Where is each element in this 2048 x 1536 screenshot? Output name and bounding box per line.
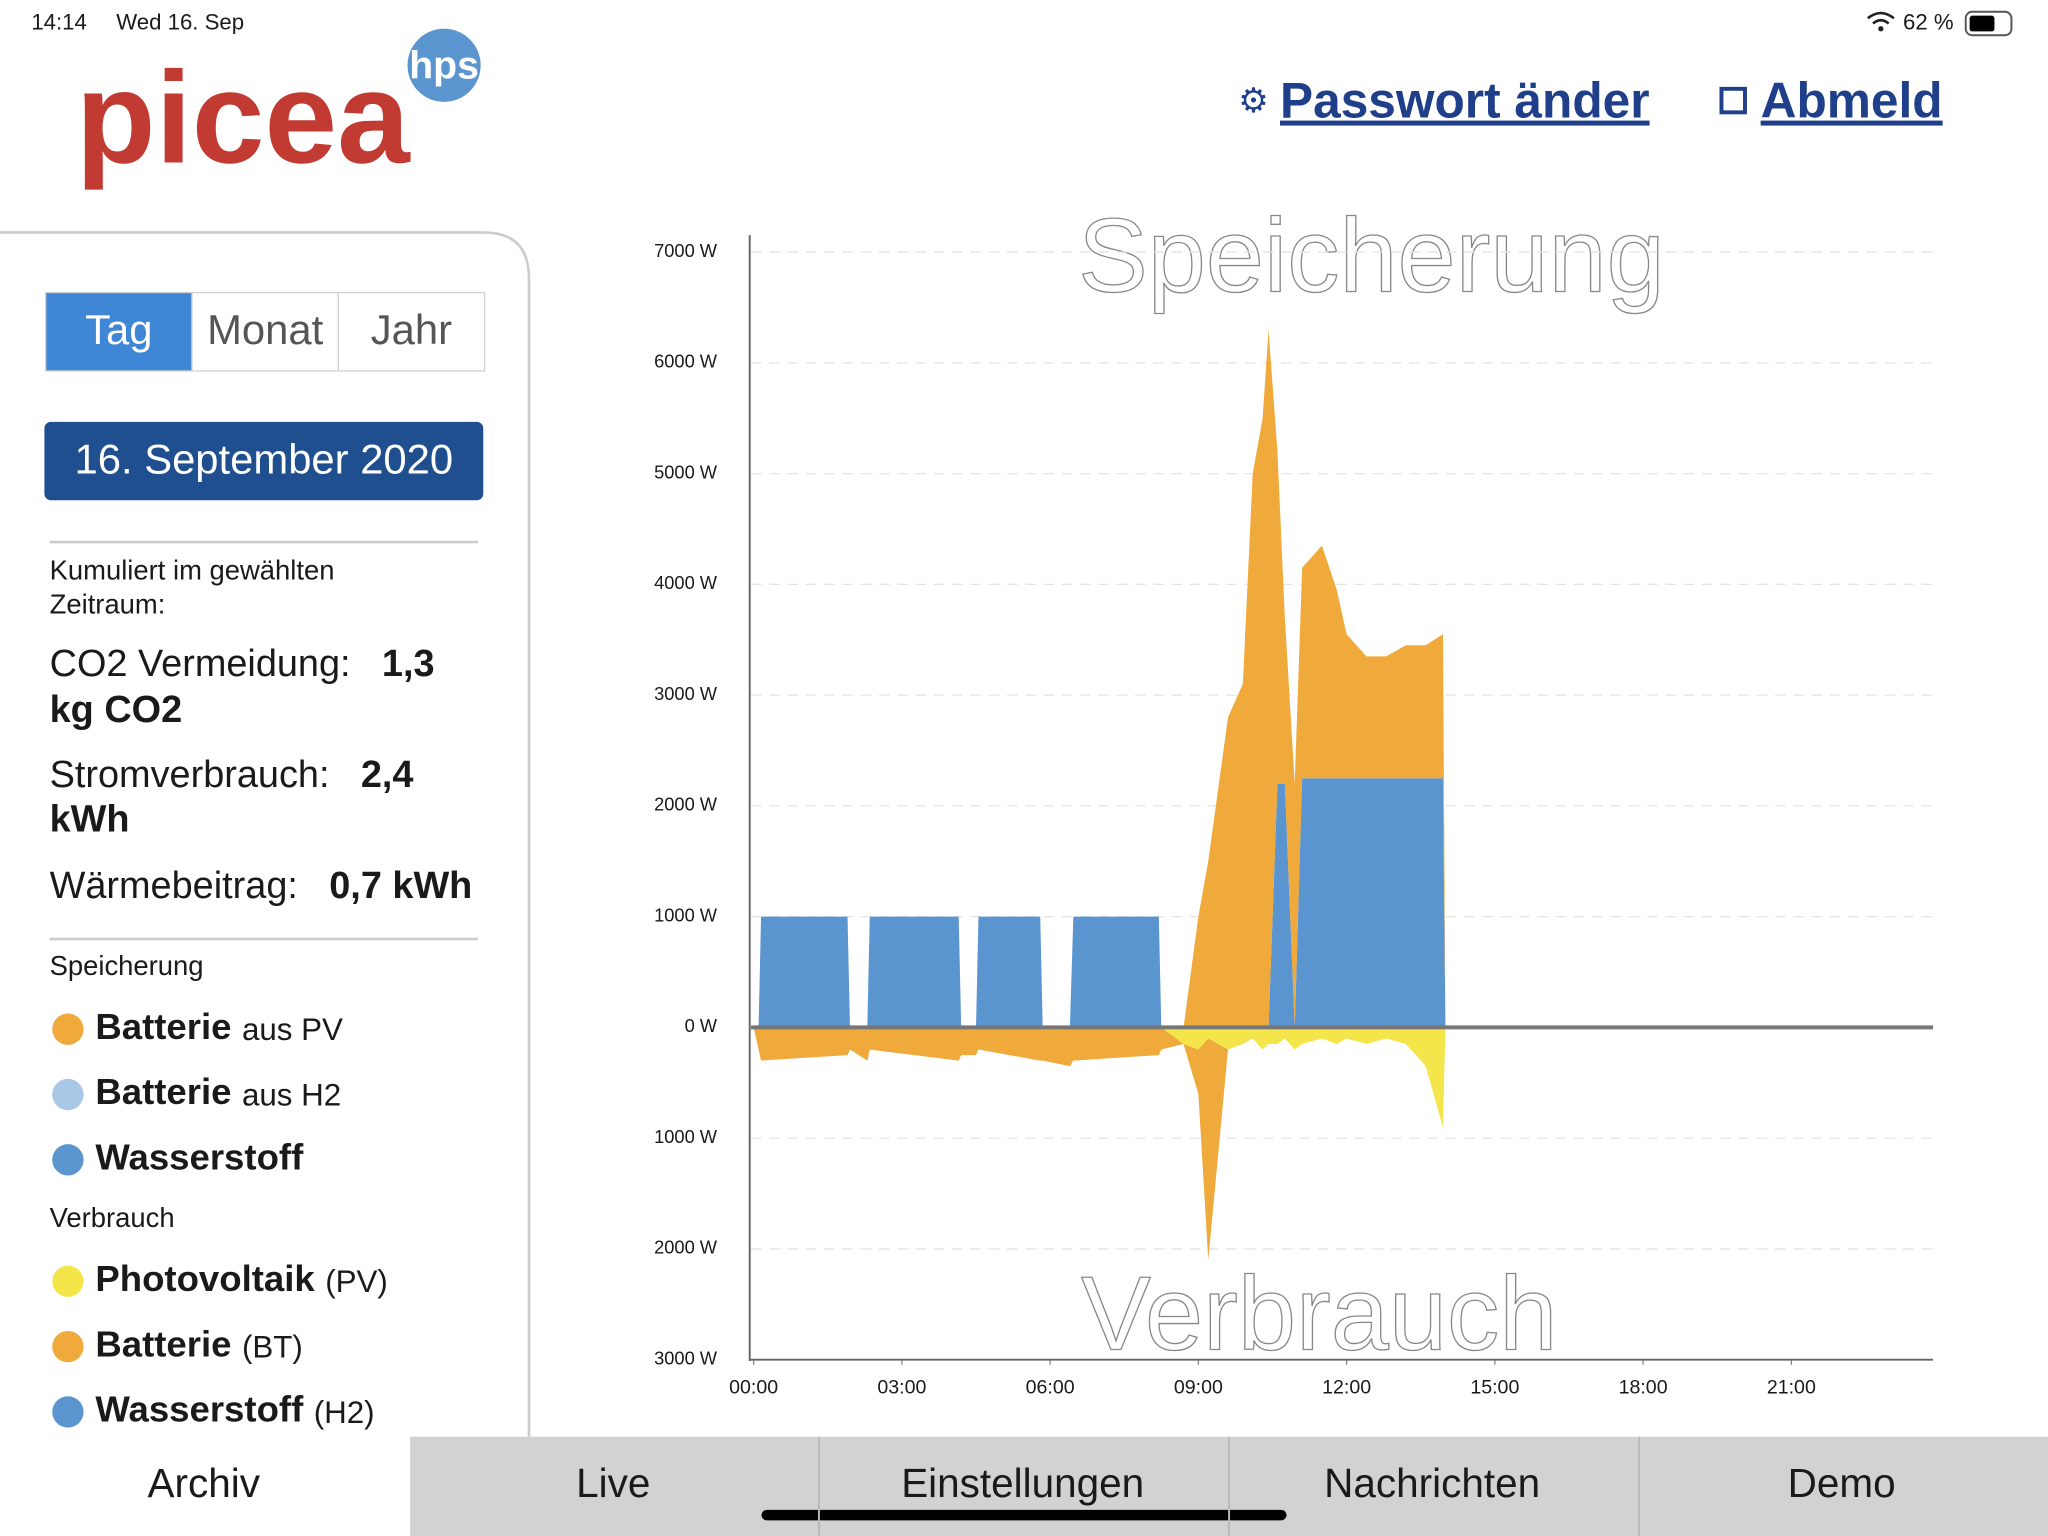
legend-detail: (BT) bbox=[242, 1330, 303, 1365]
link-logout[interactable]: Abmeld bbox=[1761, 73, 1943, 129]
tab-label: Jahr bbox=[371, 306, 452, 353]
legend-detail: (PV) bbox=[325, 1264, 388, 1299]
logo-badge: hps bbox=[409, 44, 479, 87]
area-series bbox=[753, 1027, 1446, 1128]
logo: picea bbox=[76, 45, 411, 191]
area-series bbox=[753, 778, 1446, 1028]
gear-icon: ⚙ bbox=[1238, 82, 1268, 120]
tab-label: Tag bbox=[85, 306, 152, 353]
legend-swatch bbox=[52, 1078, 84, 1111]
date-button[interactable] bbox=[44, 421, 484, 501]
legend-swatch bbox=[52, 1013, 84, 1045]
legend-name: Wasserstoff bbox=[95, 1389, 304, 1430]
tab-button[interactable] bbox=[45, 291, 193, 372]
link-password[interactable]: Passwort änder bbox=[1280, 73, 1650, 129]
x-tick-label: 09:00 bbox=[1174, 1377, 1223, 1399]
legend-name: Photovoltaik bbox=[95, 1258, 315, 1299]
legend-name: Batterie bbox=[95, 1323, 231, 1364]
tab-bar-label[interactable]: Einstellungen bbox=[901, 1460, 1144, 1506]
tab-label: Monat bbox=[207, 306, 324, 353]
legend-group-title: Verbrauch bbox=[50, 1202, 175, 1233]
y-tick-label: 3000 W bbox=[654, 683, 718, 704]
x-tick-label: 12:00 bbox=[1322, 1377, 1371, 1399]
stat-label: CO2 Vermeidung: bbox=[50, 643, 351, 685]
legend-swatch bbox=[52, 1265, 84, 1297]
y-tick-label: 7000 W bbox=[654, 240, 718, 261]
y-tick-label: 4000 W bbox=[654, 572, 718, 593]
area-series bbox=[753, 329, 1446, 1028]
stat-value: 0,7 kWh bbox=[329, 865, 472, 907]
y-tick-label: 5000 W bbox=[654, 461, 718, 482]
legend-group-title: Speicherung bbox=[50, 950, 204, 981]
y-tick-label: 3000 W bbox=[654, 1348, 718, 1369]
battery-level bbox=[1969, 15, 1995, 32]
x-tick-label: 06:00 bbox=[1026, 1377, 1075, 1399]
legend-detail: (H2) bbox=[314, 1395, 375, 1430]
stat-label: Wärmebeitrag: bbox=[50, 865, 298, 907]
home-indicator bbox=[761, 1509, 1287, 1521]
status-date: Wed 16. Sep bbox=[116, 9, 244, 34]
wifi-icon bbox=[1866, 11, 1895, 25]
battery-icon bbox=[1964, 10, 2013, 37]
sidebar-card bbox=[0, 231, 531, 1437]
date-label: 16. September 2020 bbox=[75, 435, 454, 482]
legend-name: Wasserstoff bbox=[95, 1136, 304, 1177]
stat-value: 1,3 bbox=[382, 643, 435, 685]
x-tick-label: 21:00 bbox=[1767, 1377, 1816, 1399]
legend-name: Batterie bbox=[95, 1006, 231, 1047]
x-tick-label: 00:00 bbox=[729, 1377, 778, 1399]
stat-unit: kg CO2 bbox=[50, 689, 183, 731]
chart-bottom-label: Verbrauch bbox=[1081, 1255, 1557, 1372]
stat-value: 2,4 bbox=[361, 754, 414, 796]
legend-swatch bbox=[52, 1144, 84, 1176]
tab-bar-label[interactable]: Demo bbox=[1788, 1460, 1896, 1506]
chart-title: Speicherung bbox=[1078, 197, 1665, 314]
tab-bg bbox=[0, 1436, 411, 1536]
x-tick-label: 15:00 bbox=[1470, 1377, 1519, 1399]
y-tick-label: 2000 W bbox=[654, 1237, 718, 1258]
battery-label: 62 % bbox=[1903, 9, 1954, 34]
logo-badge-bg bbox=[407, 28, 481, 102]
legend-swatch bbox=[52, 1396, 84, 1428]
x-tick-label: 18:00 bbox=[1619, 1377, 1668, 1399]
wifi-dot bbox=[1878, 26, 1884, 32]
y-tick-label: 1000 W bbox=[654, 1126, 718, 1147]
tab-bar-label[interactable]: Live bbox=[576, 1460, 650, 1506]
y-tick-label: 6000 W bbox=[654, 351, 718, 372]
stat-unit: kWh bbox=[50, 799, 130, 841]
y-tick-label: 1000 W bbox=[654, 904, 718, 925]
legend-swatch bbox=[52, 1330, 84, 1363]
legend-name: Batterie bbox=[95, 1071, 231, 1112]
tab-button[interactable] bbox=[337, 291, 486, 372]
stat-label: Stromverbrauch: bbox=[50, 754, 330, 796]
status-time: 14:14 bbox=[31, 9, 87, 34]
tab-bar-label[interactable]: Nachrichten bbox=[1324, 1460, 1540, 1506]
y-tick-label: 2000 W bbox=[654, 794, 718, 815]
summary-label: Zeitraum: bbox=[50, 588, 166, 619]
summary-label: Kumuliert im gewählten bbox=[50, 554, 335, 585]
y-tick-label: 0 W bbox=[685, 1015, 718, 1036]
legend-detail: aus H2 bbox=[242, 1077, 341, 1112]
area-series bbox=[753, 1027, 1446, 1260]
tab-button[interactable] bbox=[191, 291, 339, 372]
tab-bar-label[interactable]: Archiv bbox=[148, 1460, 261, 1506]
x-tick-label: 03:00 bbox=[877, 1377, 926, 1399]
legend-detail: aus PV bbox=[242, 1012, 343, 1047]
logout-icon bbox=[1719, 86, 1747, 115]
